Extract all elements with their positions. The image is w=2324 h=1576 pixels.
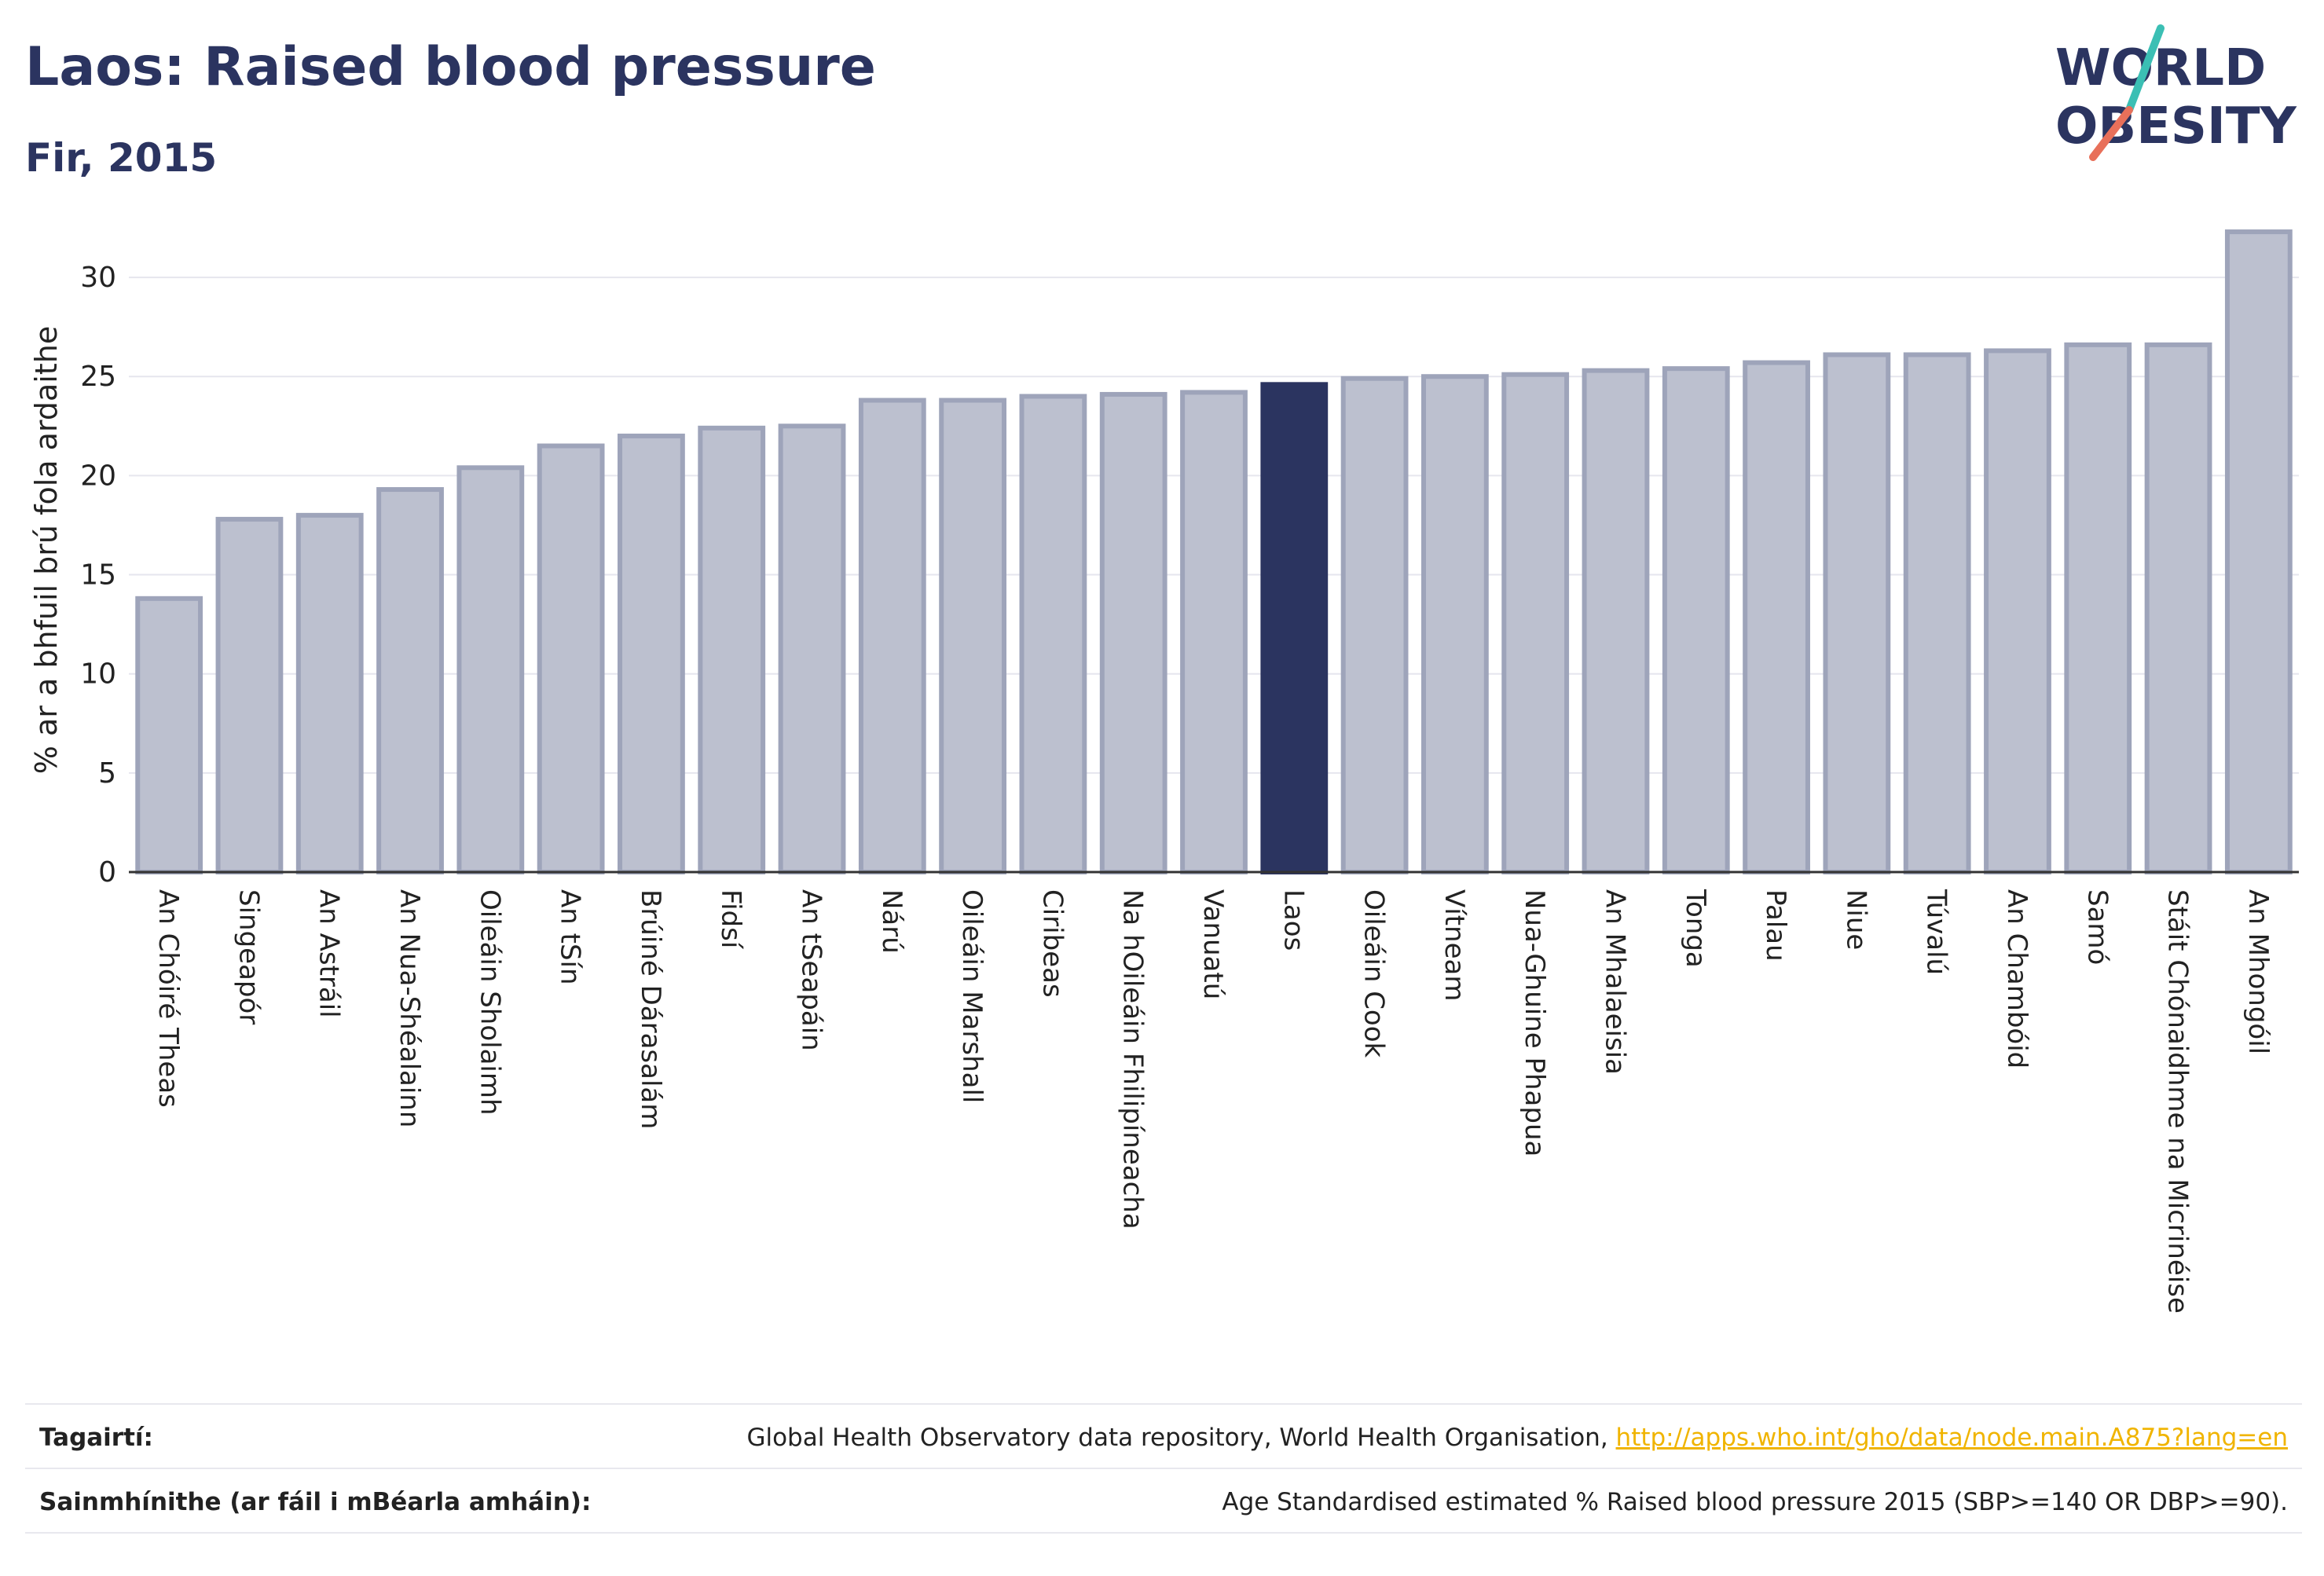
x-tick-label: Samó xyxy=(2081,889,2113,965)
logo-line2: OBESITY xyxy=(2055,97,2297,156)
x-tick-label: Túvalú xyxy=(1921,889,1952,975)
x-tick-label: Niue xyxy=(1840,889,1871,950)
x-tick-label: Brúiné Dárasalám xyxy=(635,889,666,1129)
bar[interactable] xyxy=(1903,352,1971,874)
y-tick-label: 10 xyxy=(80,658,116,691)
x-tick-label: Oileáin Marshall xyxy=(956,889,988,1103)
bar[interactable] xyxy=(1099,391,1167,874)
x-tick-label: An tSín xyxy=(555,889,586,985)
y-tick-label: 5 xyxy=(98,757,116,790)
x-tick-label: Palau xyxy=(1760,889,1791,962)
bar[interactable] xyxy=(1180,390,1248,874)
x-tick-label: Stáit Chónaidhme na Micrinéise xyxy=(2162,889,2194,1314)
page-subtitle: Fir, 2015 xyxy=(25,135,218,181)
bar[interactable] xyxy=(858,398,926,874)
logo-line1: WORLD xyxy=(2055,39,2266,97)
bar[interactable] xyxy=(376,487,444,874)
bar[interactable] xyxy=(1582,368,1650,874)
x-tick-label: An Astráil xyxy=(313,889,345,1018)
x-tick-label: An Chambóid xyxy=(2001,889,2033,1068)
bar[interactable] xyxy=(537,443,605,874)
bar[interactable] xyxy=(778,423,846,874)
bar[interactable] xyxy=(1984,348,2051,874)
y-tick-label: 0 xyxy=(98,856,116,889)
references-label: Tagairtí: xyxy=(39,1424,153,1452)
label-layer: 0 5 10 15 20 25 30 An Chóiré Theas Singeapór An A… xyxy=(80,262,2274,1314)
x-tick-label: Oileáin Sholaimh xyxy=(474,889,505,1116)
references-link[interactable]: http://apps.who.int/gho/data/node.main.A… xyxy=(1615,1424,2288,1452)
x-tick-label: An Nua-Shéalainn xyxy=(394,889,425,1127)
references-value: Global Health Observatory data repositor… xyxy=(746,1424,2288,1452)
definitions-row: Sainmhínithe (ar fáil i mBéarla amháin):… xyxy=(25,1468,2302,1534)
bar[interactable] xyxy=(1823,352,1891,874)
x-tick-label: Tonga xyxy=(1680,889,1711,968)
x-tick-label: Na hOileáin Fhilipíneacha xyxy=(1117,889,1149,1230)
definitions-label: Sainmhínithe (ar fáil i mBéarla amháin): xyxy=(39,1488,592,1516)
x-tick-label: An Chóiré Theas xyxy=(152,889,184,1108)
bar[interactable] xyxy=(1340,376,1409,874)
bar[interactable] xyxy=(1743,360,1810,875)
references-text: Global Health Observatory data repositor… xyxy=(746,1424,1608,1452)
x-tick-label: Oileáin Cook xyxy=(1358,889,1390,1058)
bar[interactable] xyxy=(1260,382,1329,875)
page-title: Laos: Raised blood pressure xyxy=(25,36,876,98)
world-obesity-logo: WORLD OBESITY xyxy=(2055,24,2297,161)
x-tick-label: Nua-Ghuine Phapua xyxy=(1519,889,1550,1156)
x-tick-label: Singeapór xyxy=(233,889,264,1024)
x-tick-label: An Mhongóil xyxy=(2242,889,2274,1054)
bar[interactable] xyxy=(698,425,766,874)
bar-chart: 0 5 10 15 20 25 30 An Chóiré Theas Singeapór An A… xyxy=(29,229,2299,1314)
x-tick-label: Vanuatú xyxy=(1197,889,1229,999)
x-tick-label: An Mhalaeisia xyxy=(1599,889,1630,1075)
bar[interactable] xyxy=(1662,366,1730,874)
bar[interactable] xyxy=(1019,394,1087,874)
bar[interactable] xyxy=(215,516,284,875)
definitions-value: Age Standardised estimated % Raised bloo… xyxy=(1222,1488,2288,1516)
x-tick-label: Fidsí xyxy=(715,889,746,950)
bar-layer xyxy=(135,229,2293,875)
y-tick-label: 30 xyxy=(80,262,116,294)
x-tick-label: Nárú xyxy=(876,889,907,954)
footer-divider xyxy=(25,1532,2302,1534)
bar[interactable] xyxy=(1501,372,1570,874)
references-row: Tagairtí: Global Health Observatory data… xyxy=(25,1403,2302,1469)
bar[interactable] xyxy=(295,512,364,874)
x-tick-label: Vítneam xyxy=(1439,889,1470,1001)
y-tick-label: 25 xyxy=(80,361,116,393)
logo-slash-top xyxy=(2125,24,2165,114)
x-tick-label: An tSeapáin xyxy=(796,889,827,1051)
y-axis-title: % ar a bhfuil brú fola ardaithe xyxy=(29,326,64,774)
bar[interactable] xyxy=(1420,374,1489,874)
bar[interactable] xyxy=(2224,229,2293,874)
x-tick-label: Laos xyxy=(1277,889,1309,951)
x-tick-label: Ciribeas xyxy=(1036,889,1068,998)
bar[interactable] xyxy=(618,433,685,874)
y-tick-label: 15 xyxy=(80,559,116,592)
bar[interactable] xyxy=(2064,342,2132,875)
bar[interactable] xyxy=(939,398,1007,874)
bar[interactable] xyxy=(456,465,525,874)
bar[interactable] xyxy=(135,596,203,874)
logo-slash-bottom xyxy=(2089,106,2133,161)
bar[interactable] xyxy=(2144,342,2212,875)
y-tick-label: 20 xyxy=(80,460,116,492)
